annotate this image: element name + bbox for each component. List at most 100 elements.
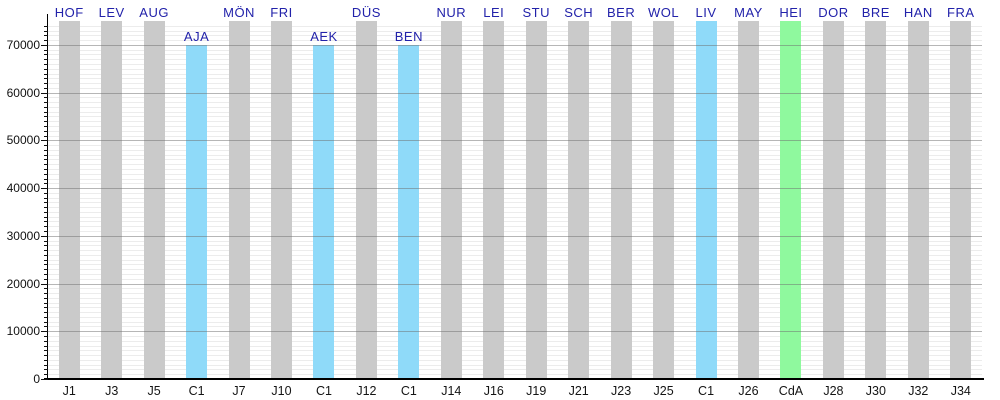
x-tick-label: J5 (147, 384, 161, 398)
x-tick-label: C1 (400, 384, 417, 398)
y-minor-tick (44, 273, 48, 275)
minor-gridline (48, 111, 982, 113)
y-minor-tick (44, 97, 48, 99)
y-minor-tick (44, 340, 48, 342)
major-gridline (48, 92, 982, 94)
minor-gridline (48, 164, 982, 166)
minor-gridline (48, 293, 982, 295)
minor-gridline (48, 264, 982, 266)
bar-top-label: SCH (564, 5, 594, 20)
minor-gridline (48, 192, 982, 194)
y-axis-line (47, 14, 48, 380)
bar (525, 21, 547, 379)
y-minor-tick (44, 216, 48, 218)
y-minor-tick (44, 211, 48, 213)
minor-gridline (48, 168, 982, 170)
x-tick-label: J34 (950, 384, 971, 398)
minor-gridline (48, 316, 982, 318)
y-minor-tick (44, 293, 48, 295)
minor-gridline (48, 269, 982, 271)
bar (355, 21, 377, 379)
y-minor-tick (44, 307, 48, 309)
y-minor-tick (44, 154, 48, 156)
y-major-tick (41, 188, 48, 190)
x-tick-label: CdA (778, 384, 804, 398)
bar (101, 21, 123, 379)
y-tick-label: 30000 (6, 228, 40, 243)
minor-gridline (48, 226, 982, 228)
minor-gridline (48, 78, 982, 80)
minor-gridline (48, 126, 982, 127)
bar (271, 21, 292, 379)
minor-gridline (48, 159, 982, 161)
y-minor-tick (44, 164, 48, 166)
bar (653, 21, 675, 379)
y-minor-tick (44, 231, 48, 233)
minor-gridline (48, 87, 982, 89)
minor-gridline (48, 369, 982, 371)
y-tick-label: 40000 (6, 181, 40, 196)
y-minor-tick (44, 197, 48, 199)
y-minor-tick (44, 364, 48, 366)
minor-gridline (48, 102, 982, 104)
y-minor-tick (44, 63, 48, 65)
bar (568, 21, 590, 379)
y-minor-tick (44, 192, 48, 194)
bar (483, 21, 505, 379)
y-minor-tick (44, 250, 48, 252)
minor-gridline (48, 254, 982, 256)
minor-gridline (48, 273, 982, 275)
bar-top-label: MÖN (223, 5, 255, 20)
bar (398, 44, 420, 379)
bar-top-label: FRA (947, 5, 975, 20)
minor-gridline (48, 336, 982, 338)
bar (228, 21, 250, 379)
y-minor-tick (44, 355, 48, 357)
major-gridline (48, 331, 982, 333)
bar (610, 21, 632, 379)
bar (440, 21, 462, 379)
x-tick-label: C1 (188, 384, 205, 398)
y-minor-tick (44, 178, 48, 180)
y-minor-tick (44, 130, 48, 132)
minor-gridline (48, 197, 982, 199)
x-tick-label: J21 (568, 384, 589, 398)
y-minor-tick (44, 35, 48, 37)
y-major-tick (41, 235, 48, 237)
minor-gridline (48, 59, 982, 61)
x-tick-label: C1 (315, 384, 332, 398)
y-minor-tick (44, 278, 48, 280)
y-minor-tick (44, 302, 48, 304)
y-minor-tick (44, 207, 48, 209)
y-minor-tick (44, 226, 48, 228)
minor-gridline (48, 307, 982, 309)
y-tick-label: 20000 (6, 276, 40, 291)
minor-gridline (48, 340, 982, 342)
minor-gridline (48, 207, 982, 209)
y-minor-tick (44, 350, 48, 352)
y-minor-tick (44, 316, 48, 318)
minor-gridline (48, 25, 982, 27)
minor-gridline (48, 259, 982, 261)
y-minor-tick (44, 359, 48, 361)
bar-top-label: BEN (394, 28, 423, 44)
minor-gridline (48, 374, 982, 376)
bar-top-label: HOF (54, 5, 84, 20)
bar-top-label: AEK (310, 28, 338, 44)
y-minor-tick (44, 264, 48, 266)
y-minor-tick (44, 121, 48, 123)
x-tick-label: J7 (232, 384, 246, 398)
minor-gridline (48, 355, 982, 357)
y-major-tick (41, 92, 48, 94)
bar-top-label: LIV (695, 5, 717, 20)
x-tick-label: J25 (653, 384, 674, 398)
minor-gridline (48, 231, 982, 233)
y-minor-tick (44, 240, 48, 242)
x-axis-line (44, 378, 984, 380)
y-minor-tick (44, 135, 48, 137)
bar-top-label: AUG (139, 5, 169, 20)
y-minor-tick (44, 59, 48, 61)
bar (695, 21, 717, 379)
minor-gridline (48, 312, 982, 314)
